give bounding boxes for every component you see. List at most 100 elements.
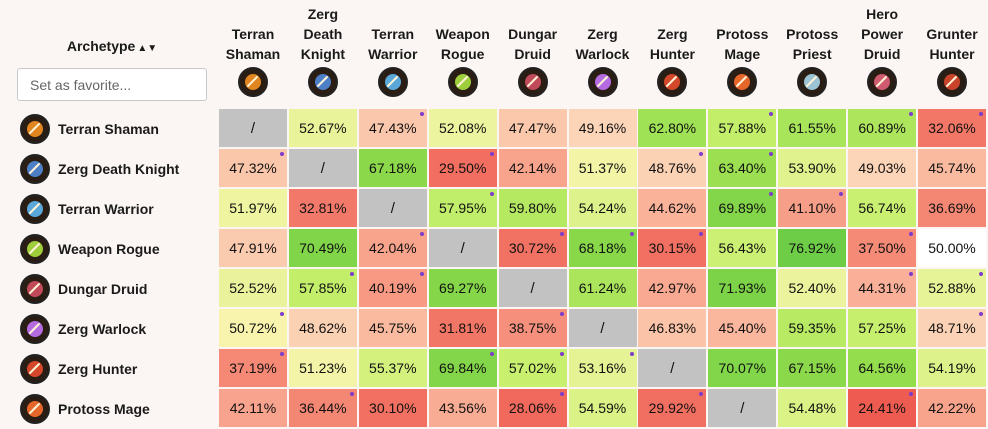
mirror-matchup-cell[interactable]: / xyxy=(638,349,707,387)
matchup-cell[interactable]: 57.88% xyxy=(708,109,777,147)
matchup-cell[interactable]: 36.69% xyxy=(918,189,986,227)
matchup-cell[interactable]: 56.43% xyxy=(708,229,777,267)
matchup-cell[interactable]: 57.25% xyxy=(848,309,917,347)
zerg-warlock-icon[interactable] xyxy=(587,67,618,97)
row-header-protoss-mage[interactable]: Protoss Mage xyxy=(17,389,217,429)
row-header-weapon-rogue[interactable]: Weapon Rogue xyxy=(17,229,217,269)
archetype-column-header[interactable]: Archetype ▲▼ xyxy=(17,38,207,54)
matchup-cell[interactable]: 42.14% xyxy=(498,149,567,187)
terran-warrior-icon[interactable] xyxy=(377,67,408,97)
matchup-cell[interactable]: 55.37% xyxy=(358,349,427,387)
column-header-zerg-death-knight[interactable]: Zerg Death Knight xyxy=(289,0,357,64)
mirror-matchup-cell[interactable]: / xyxy=(358,189,427,227)
matchup-cell[interactable]: 47.43% xyxy=(358,109,427,147)
matchup-cell[interactable]: 61.55% xyxy=(778,109,847,147)
column-header-protoss-priest[interactable]: Protoss Priest xyxy=(778,0,846,64)
weapon-rogue-icon[interactable] xyxy=(447,67,478,97)
row-header-dungar-druid[interactable]: Dungar Druid xyxy=(17,269,217,309)
protoss-priest-icon[interactable] xyxy=(797,67,828,97)
matchup-cell[interactable]: 59.35% xyxy=(778,309,847,347)
matchup-cell[interactable]: 41.10% xyxy=(778,189,847,227)
grunter-hunter-icon[interactable] xyxy=(937,67,967,97)
matchup-cell[interactable]: 69.89% xyxy=(708,189,777,227)
dungar-druid-icon[interactable] xyxy=(517,67,548,97)
matchup-cell[interactable]: 44.31% xyxy=(848,269,917,307)
matchup-cell[interactable]: 69.84% xyxy=(428,349,497,387)
matchup-cell[interactable]: 52.88% xyxy=(918,269,986,307)
matchup-cell[interactable]: 54.19% xyxy=(918,349,986,387)
matchup-cell[interactable]: 76.92% xyxy=(778,229,847,267)
column-header-dungar-druid[interactable]: Dungar Druid xyxy=(499,0,567,64)
column-header-zerg-warlock[interactable]: Zerg Warlock xyxy=(569,0,637,64)
matchup-cell[interactable]: 50.72% xyxy=(219,309,287,347)
matchup-cell[interactable]: 54.24% xyxy=(568,189,637,227)
terran-shaman-icon[interactable] xyxy=(238,67,268,97)
matchup-cell[interactable]: 70.07% xyxy=(708,349,777,387)
column-header-zerg-hunter[interactable]: Zerg Hunter xyxy=(638,0,706,64)
matchup-cell[interactable]: 49.16% xyxy=(568,109,637,147)
matchup-cell[interactable]: 45.74% xyxy=(918,149,986,187)
matchup-cell[interactable]: 30.72% xyxy=(498,229,567,267)
hero-power-druid-icon[interactable] xyxy=(867,67,898,97)
matchup-cell[interactable]: 43.56% xyxy=(428,389,497,427)
matchup-cell[interactable]: 47.32% xyxy=(219,149,287,187)
matchup-cell[interactable]: 30.10% xyxy=(358,389,427,427)
mirror-matchup-cell[interactable]: / xyxy=(568,309,637,347)
matchup-cell[interactable]: 52.40% xyxy=(778,269,847,307)
matchup-cell[interactable]: 32.81% xyxy=(288,189,357,227)
matchup-cell[interactable]: 42.97% xyxy=(638,269,707,307)
matchup-cell[interactable]: 28.06% xyxy=(498,389,567,427)
matchup-cell[interactable]: 52.08% xyxy=(428,109,497,147)
mirror-matchup-cell[interactable]: / xyxy=(428,229,497,267)
favorite-input[interactable] xyxy=(17,68,207,101)
matchup-cell[interactable]: 51.97% xyxy=(219,189,287,227)
row-header-zerg-death-knight[interactable]: Zerg Death Knight xyxy=(17,149,217,189)
matchup-cell[interactable]: 53.16% xyxy=(568,349,637,387)
mirror-matchup-cell[interactable]: / xyxy=(288,149,357,187)
matchup-cell[interactable]: 30.15% xyxy=(638,229,707,267)
sort-icon[interactable]: ▲▼ xyxy=(137,43,158,54)
matchup-cell[interactable]: 32.06% xyxy=(918,109,986,147)
row-header-terran-warrior[interactable]: Terran Warrior xyxy=(17,189,217,229)
zerg-death-knight-icon[interactable] xyxy=(307,67,338,97)
column-header-hero-power-druid[interactable]: Hero Power Druid xyxy=(848,0,916,64)
matchup-cell[interactable]: 46.83% xyxy=(638,309,707,347)
matchup-cell[interactable]: 37.19% xyxy=(219,349,287,387)
matchup-cell[interactable]: 49.03% xyxy=(848,149,917,187)
column-header-grunter-hunter[interactable]: Grunter Hunter xyxy=(918,0,986,64)
matchup-cell[interactable]: 67.18% xyxy=(358,149,427,187)
matchup-cell[interactable]: 63.40% xyxy=(708,149,777,187)
matchup-cell[interactable]: 44.62% xyxy=(638,189,707,227)
mirror-matchup-cell[interactable]: / xyxy=(219,109,287,147)
matchup-cell[interactable]: 60.89% xyxy=(848,109,917,147)
matchup-cell[interactable]: 47.47% xyxy=(498,109,567,147)
matchup-cell[interactable]: 51.23% xyxy=(288,349,357,387)
matchup-cell[interactable]: 36.44% xyxy=(288,389,357,427)
matchup-cell[interactable]: 54.59% xyxy=(568,389,637,427)
matchup-cell[interactable]: 57.85% xyxy=(288,269,357,307)
matchup-cell[interactable]: 51.37% xyxy=(568,149,637,187)
row-header-zerg-warlock[interactable]: Zerg Warlock xyxy=(17,309,217,349)
matchup-cell[interactable]: 71.93% xyxy=(708,269,777,307)
matchup-cell[interactable]: 29.92% xyxy=(638,389,707,427)
matchup-cell[interactable]: 24.41% xyxy=(848,389,917,427)
matchup-cell[interactable]: 68.18% xyxy=(568,229,637,267)
matchup-cell[interactable]: 52.52% xyxy=(219,269,287,307)
matchup-cell[interactable]: 67.15% xyxy=(778,349,847,387)
matchup-cell[interactable]: 53.90% xyxy=(778,149,847,187)
zerg-hunter-icon[interactable] xyxy=(657,67,688,97)
column-header-terran-warrior[interactable]: Terran Warrior xyxy=(359,0,427,64)
matchup-cell[interactable]: 57.95% xyxy=(428,189,497,227)
matchup-cell[interactable]: 54.48% xyxy=(778,389,847,427)
mirror-matchup-cell[interactable]: / xyxy=(498,269,567,307)
column-header-terran-shaman[interactable]: Terran Shaman xyxy=(219,0,287,64)
matchup-cell[interactable]: 62.80% xyxy=(638,109,707,147)
matchup-cell[interactable]: 59.80% xyxy=(498,189,567,227)
matchup-cell[interactable]: 38.75% xyxy=(498,309,567,347)
matchup-cell[interactable]: 42.11% xyxy=(219,389,287,427)
matchup-cell[interactable]: 64.56% xyxy=(848,349,917,387)
matchup-cell[interactable]: 69.27% xyxy=(428,269,497,307)
matchup-cell[interactable]: 42.22% xyxy=(918,389,986,427)
matchup-cell[interactable]: 42.04% xyxy=(358,229,427,267)
matchup-cell[interactable]: 45.75% xyxy=(358,309,427,347)
